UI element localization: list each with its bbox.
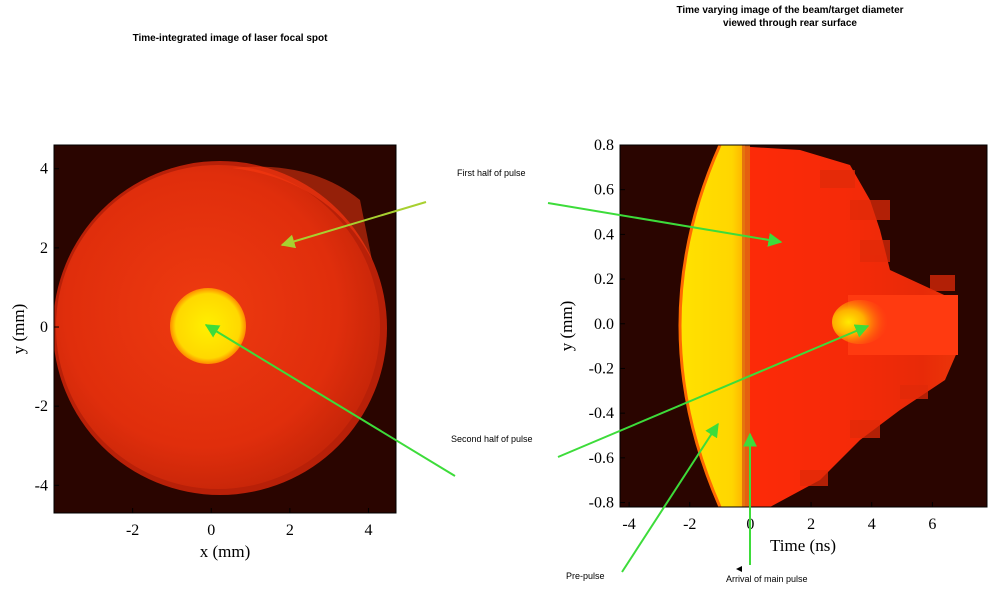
right-y-axis-label: y (mm)	[557, 301, 576, 352]
right-y-tick-label: -0.2	[589, 360, 614, 377]
label-arrival: Arrival of main pulse	[726, 574, 808, 584]
pre-pulse-crescent	[680, 145, 745, 507]
right-axes: -4-202460.80.60.40.20.0-0.2-0.4-0.6-0.8T…	[557, 137, 936, 555]
left-y-tick-label: -2	[35, 398, 48, 415]
right-plot-frame	[619, 144, 988, 508]
left-axes: -2 0 2 4 4 2 0 -2 -4 x (mm) y (mm)	[9, 161, 372, 561]
right-y-tick-label: -0.4	[589, 405, 614, 422]
arrow-second-half-right	[557, 324, 870, 458]
right-image	[620, 145, 987, 507]
right-x-tick-label: 2	[807, 516, 815, 533]
right-y-tick-label: 0.0	[594, 316, 614, 333]
right-title-line2: viewed through rear surface	[723, 18, 857, 29]
left-y-tick-label: -4	[35, 477, 48, 494]
left-plot-frame	[53, 144, 397, 514]
left-y-tick-label: 4	[40, 161, 48, 178]
right-y-tick-label: 0.6	[594, 182, 614, 199]
right-y-tick-label: -0.8	[589, 495, 614, 512]
right-x-tick-label: -4	[622, 516, 635, 533]
arrival-line	[742, 145, 750, 507]
crescent-edge	[678, 145, 722, 507]
left-y-tick-label: 0	[40, 319, 48, 336]
right-y-tick-label: 0.8	[594, 137, 614, 154]
left-x-tick-label: 4	[364, 522, 372, 539]
right-x-tick-label: 6	[928, 516, 936, 533]
label-pre-pulse: Pre-pulse	[566, 571, 605, 581]
right-x-tick-label: 4	[868, 516, 876, 533]
arrow-pre-pulse	[621, 422, 719, 573]
arrow-second-half-left	[204, 324, 456, 477]
arrival-pointer-icon	[736, 566, 742, 572]
label-first-half: First half of pulse	[457, 168, 526, 178]
right-panel-title: Time varying image of the beam/target di…	[600, 4, 980, 30]
left-x-tick-label: 0	[207, 522, 215, 539]
left-x-axis-label: x (mm)	[200, 542, 251, 561]
right-x-axis-label: Time (ns)	[770, 536, 836, 555]
left-x-tick-label: 2	[286, 522, 294, 539]
arrow-first-half-right	[547, 202, 783, 247]
arrow-first-half-left	[280, 201, 427, 249]
right-y-tick-label: -0.6	[589, 450, 614, 467]
label-second-half: Second half of pulse	[451, 434, 533, 444]
right-x-tick-label: -2	[683, 516, 696, 533]
right-title-line1: Time varying image of the beam/target di…	[676, 5, 904, 16]
left-image	[54, 145, 396, 513]
disk-highlight	[232, 166, 372, 260]
left-y-tick-label: 2	[40, 240, 48, 257]
main-pulse-blob	[832, 300, 888, 344]
left-panel-title: Time-integrated image of laser focal spo…	[132, 33, 328, 44]
right-y-tick-label: 0.2	[594, 271, 614, 288]
left-x-tick-label: -2	[126, 522, 139, 539]
right-y-tick-label: 0.4	[594, 226, 614, 243]
left-y-axis-label: y (mm)	[9, 304, 28, 355]
streak-noise	[800, 170, 955, 486]
